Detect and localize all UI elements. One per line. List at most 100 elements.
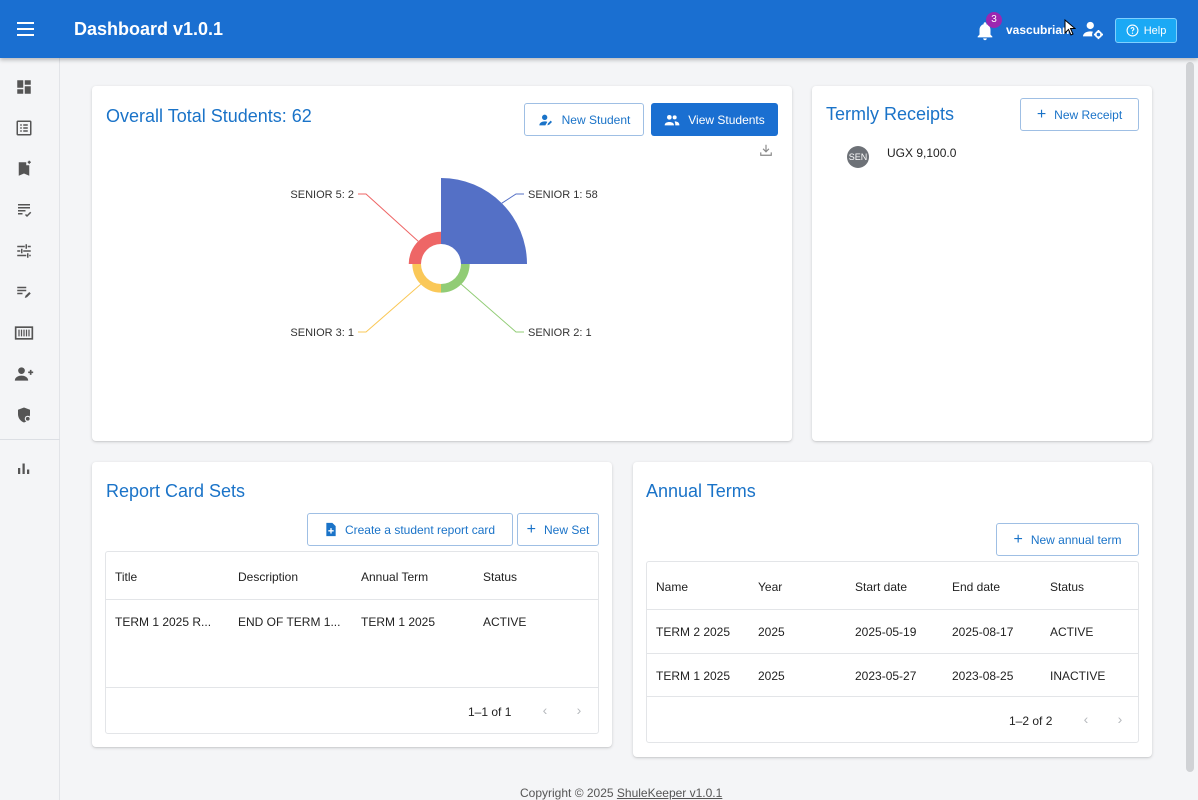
students-title: Overall Total Students: 62 — [106, 106, 312, 126]
new-student-button[interactable]: New Student — [524, 103, 644, 136]
table-header: Title Description Annual Term Status — [106, 552, 598, 600]
report-card-sets-table: Title Description Annual Term Status TER… — [105, 551, 599, 734]
annual-terms-card: Annual Terms + New annual term Name Year… — [633, 462, 1152, 757]
help-circle-icon — [1126, 24, 1139, 37]
cell-status: INACTIVE — [1050, 669, 1106, 683]
annual-terms-title: Annual Terms — [646, 481, 756, 501]
cell-title: TERM 1 2025 R... — [115, 615, 212, 629]
create-report-card-label: Create a student report card — [344, 522, 496, 537]
new-receipt-button[interactable]: + New Receipt — [1020, 98, 1139, 131]
person-edit-icon — [538, 114, 552, 125]
download-icon[interactable] — [759, 143, 773, 162]
new-set-label: New Set — [543, 522, 590, 537]
rose-data-label: SENIOR 3: 1 — [290, 327, 354, 339]
copyright-footer: Copyright © 2025 ShuleKeeper v1.0.1 — [520, 786, 722, 800]
column-header-annual-term[interactable]: Annual Term — [361, 570, 429, 584]
annual-terms-table: Name Year Start date End date Status TER… — [646, 561, 1139, 743]
cell-end-date: 2025-08-17 — [952, 625, 1014, 639]
menu-icon[interactable] — [14, 18, 38, 40]
rose-segment-senior-2[interactable] — [441, 264, 470, 293]
column-header-end-date[interactable]: End date — [952, 580, 1001, 594]
column-header-title[interactable]: Title — [115, 570, 138, 584]
rose-data-label: SENIOR 1: 58 — [528, 189, 598, 201]
new-annual-term-button[interactable]: + New annual term — [996, 523, 1139, 556]
rose-segment-senior-1[interactable] — [441, 178, 527, 264]
pagination-text: 1–2 of 2 — [1009, 714, 1053, 728]
cell-name: TERM 2 2025 — [656, 625, 731, 639]
table-row[interactable]: TERM 1 2025 2025 2023-05-27 2023-08-25 I… — [647, 654, 1138, 698]
new-student-label: New Student — [561, 112, 631, 127]
vertical-scrollbar[interactable] — [1186, 62, 1194, 772]
list-alt-icon[interactable] — [13, 117, 35, 139]
cell-year: 2025 — [758, 625, 785, 639]
previous-page-icon[interactable]: ‹ — [542, 702, 548, 718]
bookmark-add-icon[interactable] — [13, 158, 35, 180]
pagination-text: 1–1 of 1 — [468, 705, 512, 719]
rose-leader-line — [501, 193, 524, 204]
sidebar-divider — [0, 439, 60, 440]
help-button[interactable]: Help — [1115, 18, 1177, 43]
next-page-icon[interactable]: › — [1117, 711, 1123, 727]
create-report-card-button[interactable]: Create a student report card — [307, 513, 513, 546]
view-students-button[interactable]: View Students — [651, 103, 778, 136]
page-title: Dashboard v1.0.1 — [74, 19, 224, 39]
column-header-start-date[interactable]: Start date — [855, 580, 908, 594]
receipts-title: Termly Receipts — [826, 104, 955, 124]
rose-data-label: SENIOR 5: 2 — [290, 189, 354, 201]
column-header-year[interactable]: Year — [758, 580, 783, 594]
students-rose-chart: SENIOR 1: 58 SENIOR 2: 1 SENIOR 3: 1 SENIOR… — [290, 178, 598, 339]
cell-start-date: 2025-05-19 — [855, 625, 917, 639]
checklist-icon[interactable] — [13, 199, 35, 221]
cell-status: ACTIVE — [1050, 625, 1094, 639]
note-add-icon — [326, 522, 336, 537]
report-card-sets-card: Report Card Sets Create a student report… — [92, 462, 612, 747]
students-card: Overall Total Students: 62 New Student V… — [92, 86, 792, 441]
cell-year: 2025 — [758, 669, 785, 683]
column-header-name[interactable]: Name — [656, 580, 689, 594]
previous-page-icon[interactable]: ‹ — [1083, 711, 1089, 727]
column-header-status[interactable]: Status — [1050, 580, 1085, 594]
cell-description: END OF TERM 1... — [238, 615, 341, 629]
new-receipt-label: New Receipt — [1054, 107, 1123, 122]
people-icon — [664, 114, 680, 125]
column-header-description[interactable]: Description — [238, 570, 299, 584]
rose-segment-senior-5[interactable] — [408, 231, 441, 264]
rose-segment-senior-3[interactable] — [412, 264, 441, 293]
table-header: Name Year Start date End date Status — [647, 562, 1138, 610]
table-pagination: 1–2 of 2 ‹ › — [647, 696, 1138, 742]
receipts-card: Termly Receipts + New Receipt SEN UGX 9,… — [812, 86, 1152, 441]
sidebar — [0, 58, 60, 800]
cell-name: TERM 1 2025 — [656, 669, 731, 683]
mouse-cursor-icon — [1064, 18, 1077, 42]
plus-icon: + — [526, 520, 536, 538]
dashboard-icon[interactable] — [13, 76, 35, 98]
cell-status: ACTIVE — [483, 615, 527, 629]
barcode-icon[interactable] — [13, 322, 35, 344]
bar-chart-icon[interactable] — [13, 457, 35, 479]
table-row[interactable]: TERM 1 2025 R... END OF TERM 1... TERM 1… — [106, 600, 598, 644]
security-icon[interactable] — [13, 404, 35, 426]
receipt-amount[interactable]: UGX 9,100.0 — [887, 146, 957, 160]
rose-leader-line — [460, 283, 524, 333]
cell-annual-term: TERM 1 2025 — [361, 615, 436, 629]
shulekeeper-link[interactable]: ShuleKeeper v1.0.1 — [616, 786, 723, 800]
new-annual-term-label: New annual term — [1030, 532, 1122, 547]
username-label[interactable]: vascubrian — [1006, 23, 1070, 37]
help-label: Help — [1143, 24, 1167, 37]
person-add-icon[interactable] — [13, 363, 35, 385]
cell-start-date: 2023-05-27 — [855, 669, 917, 683]
view-students-label: View Students — [688, 112, 765, 127]
table-row[interactable]: TERM 2 2025 2025 2025-05-19 2025-08-17 A… — [647, 610, 1138, 654]
report-card-sets-title: Report Card Sets — [106, 481, 246, 501]
next-page-icon[interactable]: › — [576, 702, 582, 718]
manage-accounts-icon[interactable] — [1082, 20, 1104, 40]
receipt-avatar: SEN — [847, 146, 869, 168]
table-pagination: 1–1 of 1 ‹ › — [106, 687, 598, 733]
new-set-button[interactable]: + New Set — [517, 513, 599, 546]
edit-note-icon[interactable] — [13, 281, 35, 303]
tune-icon[interactable] — [13, 240, 35, 262]
column-header-status[interactable]: Status — [483, 570, 518, 584]
rose-leader-line — [358, 283, 422, 333]
notifications-bell-icon[interactable] — [974, 20, 996, 42]
copyright-text: Copyright © 2025 — [520, 786, 614, 800]
